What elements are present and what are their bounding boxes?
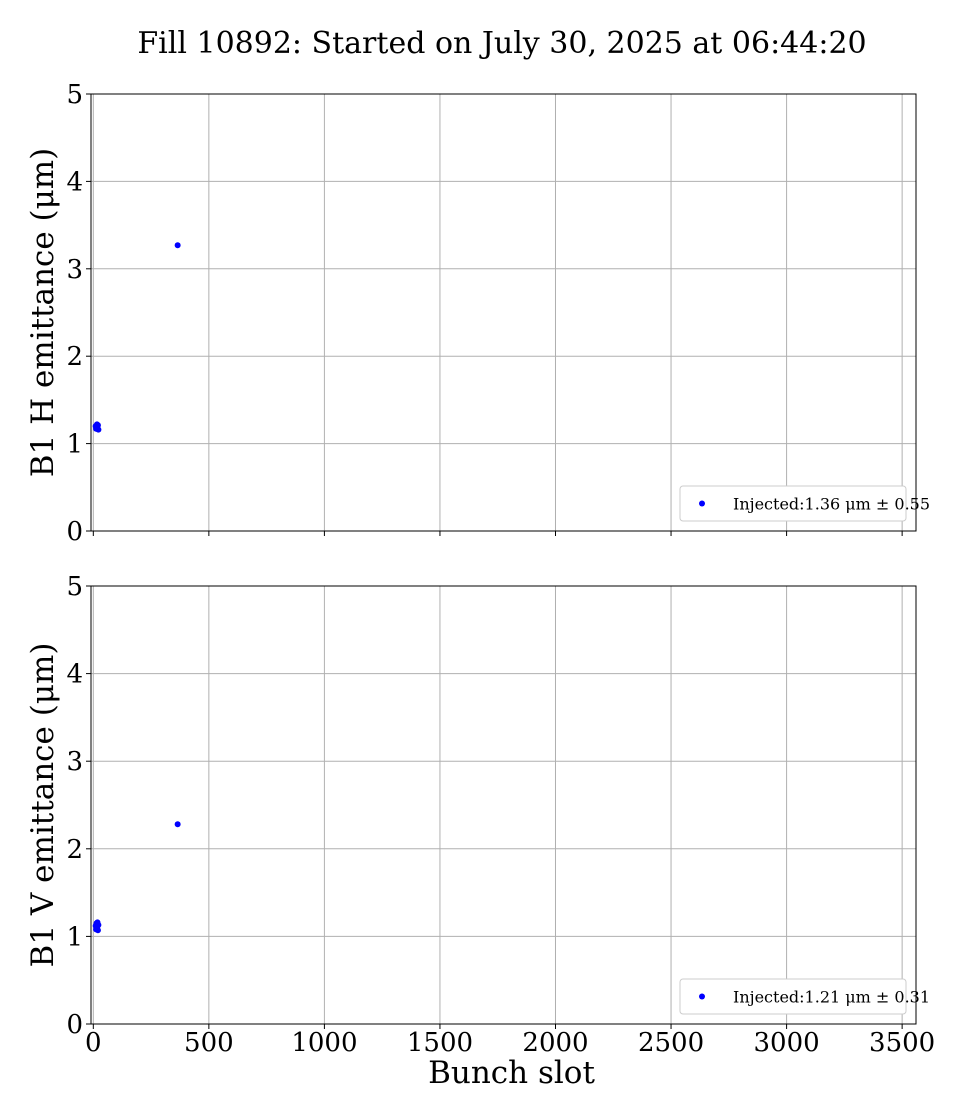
legend-marker: [699, 500, 705, 507]
data-point: [94, 422, 101, 429]
bottom-panel-v-emittance: 0 500 1000 1500 2000 2500 3000 3500 0 1 2 3 4 5 B1 V e…: [25, 572, 935, 1091]
y-tick-label: 2: [66, 342, 83, 372]
legend-entry: Injected:1.21 μm ± 0.31: [733, 988, 930, 1007]
x-tick-label: 3000: [754, 1028, 820, 1058]
y-tick-label: 4: [66, 660, 83, 690]
y-axis-label: B1 H emittance (μm): [25, 148, 61, 478]
x-tick-label: 2000: [522, 1028, 588, 1058]
plot-frame: [90, 585, 917, 1025]
data-point: [95, 426, 102, 433]
data-point: [94, 927, 101, 934]
data-point: [174, 242, 181, 249]
y-axis-label: B1 V emittance (μm): [25, 643, 61, 968]
x-tick-label: 0: [85, 1028, 102, 1058]
y-tick-label: 3: [66, 255, 83, 285]
x-axis-label: Bunch slot: [428, 1055, 595, 1091]
legend-marker: [699, 993, 705, 1000]
y-tick-label: 2: [66, 835, 83, 865]
data-point: [174, 821, 181, 828]
y-tick-label: 0: [66, 517, 83, 547]
legend-box: [679, 485, 907, 522]
y-tick-label: 0: [66, 1010, 83, 1040]
y-tick-label: 1: [66, 922, 83, 952]
legend-box: [679, 978, 907, 1015]
y-tick-label: 3: [66, 747, 83, 777]
x-tick-label: 1500: [407, 1028, 473, 1058]
x-tick-label: 1000: [291, 1028, 357, 1058]
plot-frame: [90, 93, 917, 532]
y-tick-label: 4: [66, 167, 83, 197]
x-tick-label: 500: [184, 1028, 234, 1058]
legend-entry: Injected:1.36 μm ± 0.55: [733, 495, 930, 514]
chart-title: Fill 10892: Started on July 30, 2025 at …: [137, 26, 866, 61]
top-panel-h-emittance: 0 1 2 3 4 5 B1 H emittance (μm) Injected:1.36 μ…: [25, 80, 930, 547]
y-tick-label: 5: [66, 572, 83, 602]
x-tick-label: 3500: [869, 1028, 935, 1058]
data-point: [95, 922, 102, 929]
y-tick-label: 5: [66, 80, 83, 110]
x-tick-label: 2500: [638, 1028, 704, 1058]
y-tick-label: 1: [66, 430, 83, 460]
